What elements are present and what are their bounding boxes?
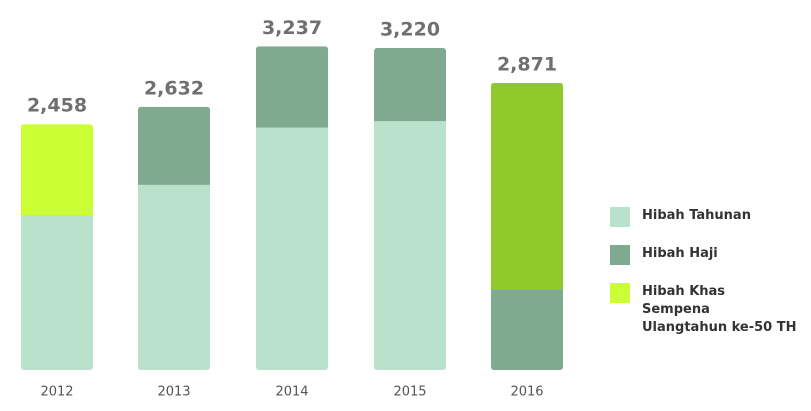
bar-segment [21, 124, 93, 215]
bar-segment [256, 127, 328, 370]
bar-segment [374, 121, 446, 370]
bar-stack [491, 82, 563, 370]
bar-segment [256, 46, 328, 128]
total-label: 3,237 [262, 17, 322, 39]
x-tick-label: 2015 [393, 385, 426, 400]
legend-label: Hibah Tahunan [642, 208, 751, 223]
bar-segment [138, 184, 210, 370]
total-label: 2,458 [27, 95, 87, 117]
x-tick-label: 2014 [275, 385, 308, 400]
bar-segment [491, 82, 563, 290]
x-tick-label: 2013 [157, 385, 190, 400]
legend-item: Hibah Khas Sempena Ulangtahun ke-50 TH [610, 283, 810, 337]
x-tick-label: 2016 [510, 385, 543, 400]
legend-label: Hibah Haji [642, 246, 718, 261]
total-label: 2,632 [144, 77, 204, 99]
legend: Hibah Tahunan Hibah Haji Hibah Khas Sempen… [610, 207, 810, 355]
x-tick-label: 2012 [40, 385, 73, 400]
bar-segment [491, 289, 563, 370]
legend-swatch [610, 207, 630, 227]
legend-label: Hibah Khas Sempena Ulangtahun ke-50 TH [642, 284, 797, 335]
legend-item: Hibah Tahunan [610, 207, 810, 227]
bar-stack [374, 48, 446, 370]
total-label: 2,871 [497, 53, 557, 75]
bar-segment [374, 48, 446, 122]
total-label: 3,220 [380, 19, 440, 41]
bar-segment [138, 106, 210, 185]
legend-item: Hibah Haji [610, 245, 810, 265]
bar-stack [21, 124, 93, 370]
bar-stack [256, 46, 328, 370]
bar-segment [21, 215, 93, 370]
legend-swatch [610, 245, 630, 265]
legend-swatch [610, 283, 630, 303]
bar-stack [138, 106, 210, 370]
